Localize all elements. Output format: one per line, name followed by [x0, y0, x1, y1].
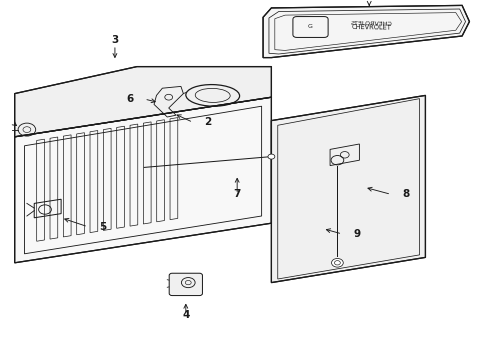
Text: 10: 10 — [0, 117, 1, 127]
Circle shape — [331, 258, 343, 267]
FancyBboxPatch shape — [169, 273, 202, 296]
Text: 6: 6 — [126, 94, 133, 104]
Text: 2: 2 — [203, 117, 211, 127]
Text: 1: 1 — [365, 0, 372, 1]
Polygon shape — [263, 5, 468, 58]
Circle shape — [267, 154, 274, 159]
Text: 8: 8 — [401, 189, 408, 199]
Text: CHEVROLET: CHEVROLET — [351, 24, 391, 30]
Text: 5: 5 — [99, 222, 106, 232]
Text: G: G — [307, 24, 312, 30]
Polygon shape — [15, 67, 271, 137]
Text: ƧTƎLOЯVƎHↃ: ƧTƎLOЯVƎHↃ — [350, 21, 392, 26]
Text: 4: 4 — [182, 310, 189, 320]
Text: 7: 7 — [233, 189, 241, 199]
Polygon shape — [15, 97, 271, 263]
Text: 9: 9 — [352, 229, 360, 239]
Text: 3: 3 — [111, 35, 118, 45]
Polygon shape — [271, 95, 425, 283]
